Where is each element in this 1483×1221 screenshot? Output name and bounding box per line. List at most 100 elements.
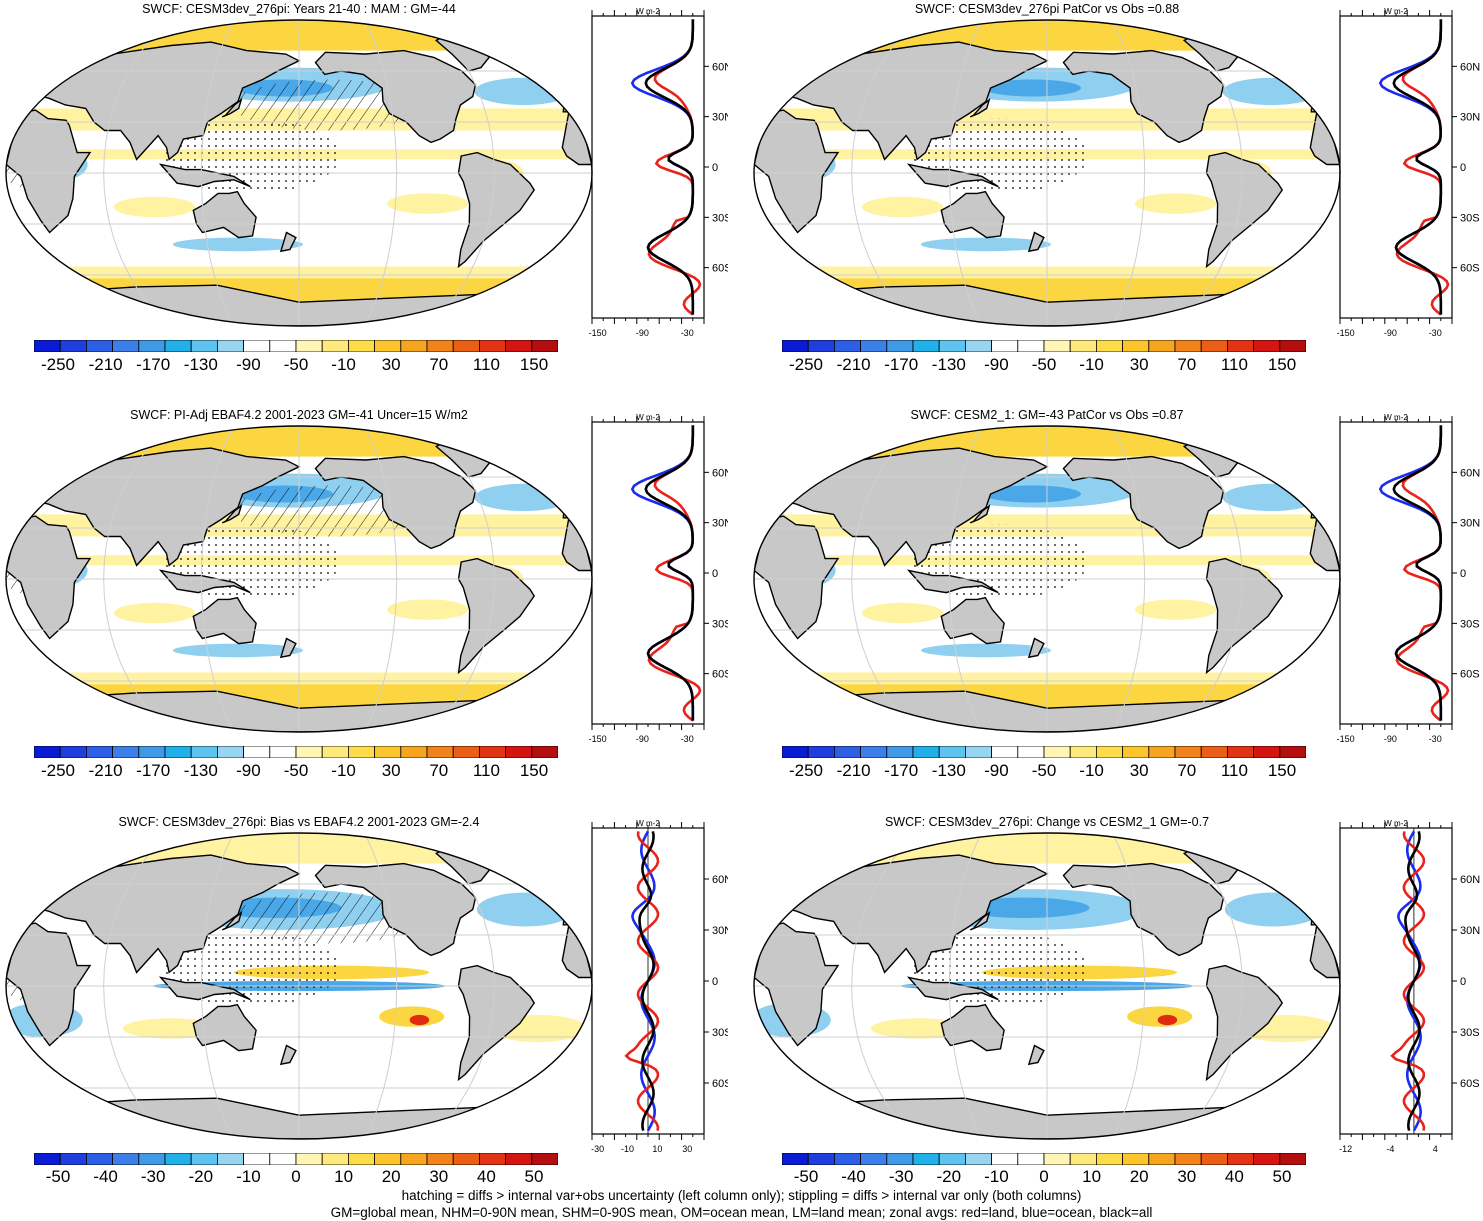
zonal-units: W m-2 [636,7,660,16]
land-australia [940,596,1005,645]
land-americaN [314,862,477,957]
colorbar-label: 30 [381,355,401,374]
land-nz [279,637,297,659]
colorbar-swatch [1095,1153,1123,1165]
zonal-x-label: -90 [1384,328,1397,338]
colorbar-swatch [964,1153,992,1165]
se-pacific-max [409,1014,430,1026]
colorbar-label: -10 [331,761,356,780]
land-indonesia [906,163,999,188]
colorbar-swatch [1174,340,1202,352]
zonal-lat-label: 30N [712,925,728,937]
panel-5-map [5,832,593,1140]
colorbar-swatch [269,746,297,758]
meridian-120 [200,20,234,326]
colorbar-swatch [321,746,349,758]
colorbar-label: 30 [381,761,401,780]
panel-4-title: SWCF: CESM2_1: GM=-43 PatCor vs Obs =0.8… [910,408,1184,422]
panel-2-zonal-plot: W m-2 60N 30N 0 30S 60S -150 -90 -30 [1337,7,1481,338]
zonal-lat-label: 0 [1460,976,1466,988]
colorbar-swatch [243,1153,271,1165]
colorbar-swatch [1017,1153,1045,1165]
meridian-60 [103,426,169,732]
zonal-x-label: -150 [589,328,607,338]
meridian-240 [364,833,398,1139]
land-nz [1027,231,1045,253]
colorbar-swatch [269,1153,297,1165]
colorbar-swatch [886,340,914,352]
land-africa [754,109,840,234]
zonal-lat-label: 30N [1460,112,1480,124]
zonal-x-label: -150 [589,734,607,744]
colorbar-swatch [834,746,862,758]
zonal-lat-label: 30S [712,618,728,630]
zonal-lat-label: 60S [1460,1078,1480,1090]
land-uk [546,73,562,89]
colorbar-swatch [34,340,61,352]
colorbar-swatch [860,340,888,352]
zonal-x-label: -10 [621,1144,634,1154]
land-indonesia [158,569,251,594]
land-australia [192,190,257,239]
colorbar-swatch [1279,1153,1306,1165]
panel-1-colorbar [34,340,558,352]
colorbar-label: -250 [40,761,76,780]
land-australia [940,1003,1005,1052]
colorbar-label: -90 [984,355,1009,374]
colorbar-swatch [400,340,428,352]
colorbar-label: 10 [1082,1167,1102,1186]
colorbar-label: -250 [40,355,76,374]
colorbar-label: 150 [519,761,549,780]
colorbar-swatch [1200,1153,1228,1165]
hatch-region-north [232,892,428,944]
colorbar-swatch [400,746,428,758]
colorbar-swatch [59,746,87,758]
colorbar-label: -50 [1031,761,1057,780]
colorbar-swatch [860,1153,888,1165]
colorbar-label: 30 [1129,355,1149,374]
colorbar-swatch [243,340,271,352]
colorbar-label: -170 [884,761,919,780]
na-negative [1224,892,1323,927]
colorbar-swatch [505,1153,533,1165]
colorbar-swatch [138,340,166,352]
zonal-units: W m-2 [636,819,660,828]
colorbar-swatch [782,340,809,352]
panel-5-title: SWCF: CESM3dev_276pi: Bias vs EBAF4.2 20… [118,815,480,829]
colorbar-swatch [452,746,480,758]
meridian-120 [948,20,982,326]
meridian-60 [103,833,169,1139]
colorbar-swatch [1200,746,1228,758]
zonal-lat-label: 30S [1460,618,1480,630]
land-uk [546,886,562,902]
colorbar-swatch [347,1153,375,1165]
colorbar-label: -50 [283,761,309,780]
colorbar-swatch [59,340,87,352]
land-africa [754,922,840,1047]
land-uk [546,479,562,495]
colorbar-swatch [295,1153,323,1165]
meridian-120 [200,833,234,1139]
colorbar-swatch [834,340,862,352]
colorbar-label: 20 [1129,1167,1149,1186]
se-pacific-stratocu [1135,193,1217,214]
se-pacific-stratocu [387,599,469,620]
zonal-all-curve [1392,19,1443,315]
indian-ocean-band [113,602,196,624]
zonal-x-label: -4 [1386,1144,1394,1154]
colorbar-label: 50 [524,1167,544,1186]
zonal-lat-label: 0 [1460,568,1466,580]
colorbar-swatch [938,340,966,352]
land-americaN [1062,455,1225,550]
colorbar-swatch [807,340,835,352]
panel-6-title: SWCF: CESM3dev_276pi: Change vs CESM2_1 … [884,815,1210,829]
zonal-x-label: 4 [1433,1144,1438,1154]
colorbar-swatch [86,340,114,352]
zonal-lat-label: 30N [1460,518,1480,530]
meridian-240 [364,20,398,326]
panel-3-title: SWCF: PI-Adj EBAF4.2 2001-2023 GM=-41 Un… [130,408,468,422]
colorbar-label: 30 [1129,761,1149,780]
colorbar-label: 70 [1177,355,1197,374]
zonal-lat-label: 30N [712,112,728,124]
se-pacific-positive [379,1006,445,1027]
